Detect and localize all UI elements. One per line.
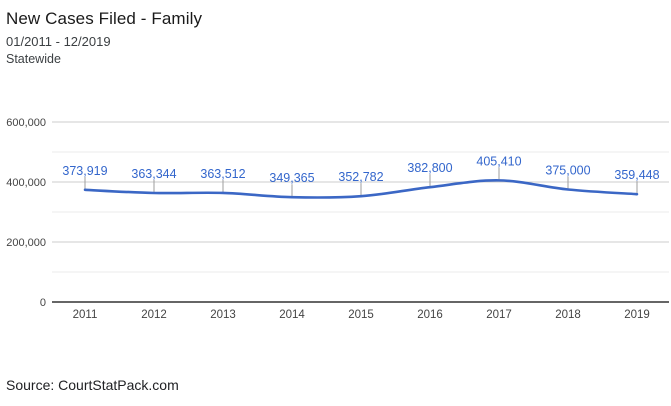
x-axis-tick-label: 2015 — [348, 309, 374, 321]
x-axis-tick-label: 2011 — [73, 309, 98, 321]
data-point-label: 373,919 — [62, 164, 107, 178]
data-point-label: 405,410 — [476, 154, 521, 168]
y-axis-tick-label: 200,000 — [6, 237, 46, 249]
chart-scope: Statewide — [6, 52, 61, 66]
x-axis-tick-label: 2018 — [555, 309, 581, 321]
y-axis-tick-label: 0 — [40, 297, 46, 309]
y-axis-tick-label: 600,000 — [6, 117, 46, 129]
data-point-label: 363,344 — [131, 167, 176, 181]
data-point-label: 349,365 — [269, 171, 314, 185]
y-axis-tick-label: 400,000 — [6, 177, 46, 189]
x-axis-tick-label: 2013 — [210, 309, 236, 321]
data-point-label: 359,448 — [614, 168, 659, 182]
x-axis-tick-label: 2016 — [417, 309, 443, 321]
x-axis-tick-label: 2017 — [486, 309, 512, 321]
data-point-label: 382,800 — [407, 161, 452, 175]
chart-date-range: 01/2011 - 12/2019 — [6, 34, 111, 49]
x-axis-tick-label: 2012 — [141, 309, 167, 321]
data-point-label: 352,782 — [338, 170, 383, 184]
source-note: Source: CourtStatPack.com — [6, 377, 179, 393]
data-point-label: 363,512 — [200, 167, 245, 181]
x-axis-tick-label: 2019 — [624, 309, 650, 321]
x-axis-tick-label: 2014 — [279, 309, 305, 321]
chart-title: New Cases Filed - Family — [6, 9, 203, 28]
data-series-line — [83, 179, 639, 199]
data-point-label: 375,000 — [545, 164, 590, 178]
